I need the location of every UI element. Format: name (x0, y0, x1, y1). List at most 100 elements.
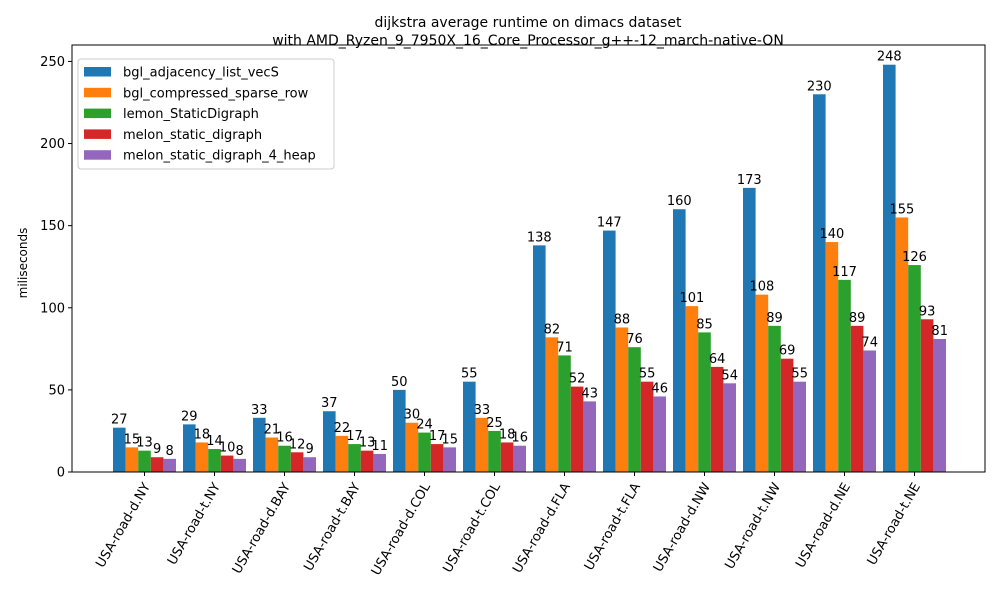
bar-value-label: 13 (136, 436, 153, 451)
legend-label: bgl_compressed_sparse_row (123, 86, 309, 101)
bar-value-label: 69 (779, 344, 796, 359)
bar (393, 389, 406, 472)
bar (628, 347, 641, 472)
bar-value-label: 64 (709, 352, 726, 367)
bar-value-label: 147 (597, 216, 622, 231)
bar (488, 430, 501, 472)
legend-label: bgl_adjacency_list_vecS (123, 66, 279, 81)
x-tick-label: USA-road-d.NY (93, 480, 154, 570)
bar (755, 294, 769, 472)
bar-value-label: 108 (749, 280, 774, 295)
bar-value-label: 15 (441, 432, 458, 447)
bar (323, 411, 336, 472)
x-tick-label: USA-road-t.NE (865, 481, 924, 569)
y-tick-label: 100 (40, 301, 65, 316)
x-tick-label: USA-road-d.BAY (230, 480, 294, 576)
bar (825, 242, 839, 472)
bar-value-label: 8 (166, 444, 174, 459)
bar (278, 445, 291, 472)
bar (850, 325, 864, 472)
bar-value-label: 138 (527, 230, 552, 245)
x-tick-label: USA-road-t.BAY (301, 480, 364, 573)
bar (195, 442, 209, 472)
bar (500, 442, 514, 472)
x-tick-label: USA-road-d.NW (651, 480, 714, 574)
bar (743, 187, 756, 472)
bar-value-label: 33 (474, 403, 491, 418)
bar (405, 422, 419, 472)
bar-value-label: 230 (807, 79, 832, 94)
bar-value-label: 25 (486, 416, 503, 431)
bar (113, 427, 126, 472)
y-tick-label: 150 (40, 219, 65, 234)
bar (253, 417, 266, 472)
bar-value-label: 30 (404, 408, 421, 423)
bar (780, 358, 794, 472)
y-axis-label: miliseconds (16, 228, 30, 299)
bar-value-label: 173 (737, 173, 762, 188)
legend-swatch (84, 67, 111, 77)
bar-value-label: 9 (153, 442, 161, 457)
bar (933, 338, 946, 472)
bar-value-label: 13 (359, 436, 376, 451)
bar-value-label: 18 (499, 427, 516, 442)
bar-value-label: 14 (206, 434, 223, 449)
bars-layer (113, 64, 946, 473)
bar (813, 94, 826, 473)
bar-value-label: 82 (544, 322, 561, 337)
bar (220, 455, 234, 472)
bar-value-label: 15 (124, 432, 141, 447)
bar-value-label: 76 (626, 332, 643, 347)
bar-value-label: 46 (651, 381, 668, 396)
bar (150, 457, 164, 472)
x-tick-label: USA-road-d.NE (793, 481, 854, 571)
bar-value-label: 37 (321, 396, 338, 411)
x-tick-label: USA-road-t.COL (440, 480, 504, 576)
bar-value-label: 11 (371, 439, 388, 454)
bar-value-label: 17 (429, 429, 446, 444)
bar (373, 453, 386, 472)
y-tick-label: 0 (57, 466, 65, 481)
bar (360, 450, 374, 472)
x-tick-label: USA-road-t.NW (722, 480, 784, 572)
bar-value-label: 50 (391, 375, 408, 390)
bar (475, 417, 489, 472)
bar-value-label: 85 (696, 317, 713, 332)
bar (418, 432, 431, 472)
bar (533, 245, 546, 472)
bar-value-label: 10 (219, 441, 236, 456)
bar (183, 424, 196, 472)
plot-frame (71, 44, 986, 473)
bar-value-label: 155 (889, 202, 914, 217)
bar (265, 437, 279, 472)
bar (710, 366, 724, 472)
bar (303, 457, 316, 472)
legend-label: melon_static_digraph (123, 128, 262, 143)
bar (723, 383, 736, 472)
bar (290, 452, 304, 472)
legend-box (77, 58, 335, 170)
bar (430, 444, 444, 472)
x-tick-label: USA-road-d.COL (369, 480, 434, 578)
legend-swatch (84, 129, 111, 139)
bar-value-label: 8 (236, 444, 244, 459)
y-tick-label: 50 (48, 383, 65, 398)
bar-value-label: 74 (861, 335, 878, 350)
bar (640, 381, 654, 472)
x-tick-label: USA-road-d.FLA (510, 480, 574, 576)
bar (513, 445, 526, 472)
bar (163, 458, 176, 472)
bar (443, 447, 456, 472)
chart-subtitle: with AMD_Ryzen_9_7950X_16_Core_Processor… (272, 33, 784, 49)
bar-value-label: 160 (667, 194, 692, 209)
legend-label: melon_static_digraph_4_heap (123, 149, 316, 164)
bar-value-label: 93 (919, 304, 936, 319)
bar (768, 325, 781, 472)
bar (895, 217, 909, 472)
bar (883, 64, 896, 472)
legend-swatch (84, 108, 111, 119)
legend-swatch (84, 150, 111, 160)
bar (920, 319, 934, 472)
